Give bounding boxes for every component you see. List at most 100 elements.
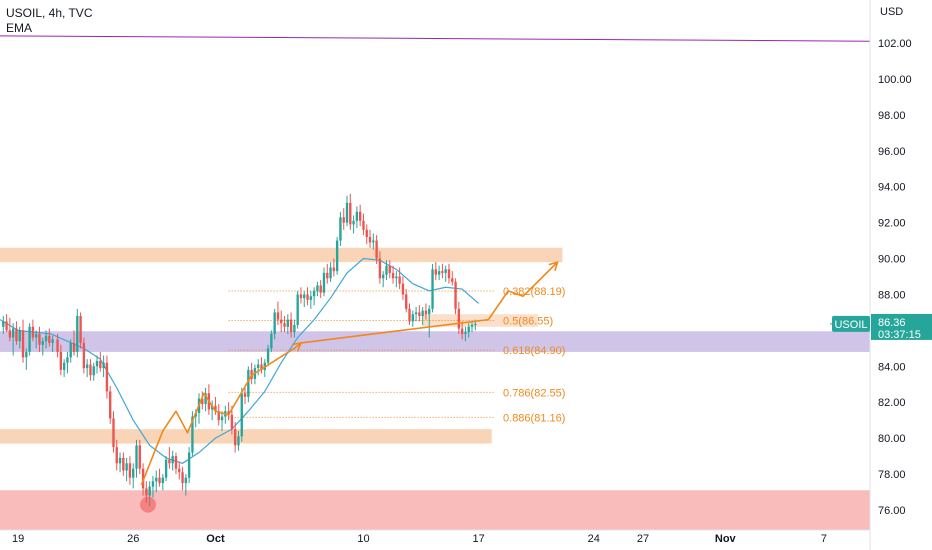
candle-body [385, 265, 388, 275]
candle [220, 411, 224, 431]
candle [174, 452, 178, 475]
candle [382, 271, 385, 288]
candle-body [280, 319, 283, 324]
candle-body [8, 330, 12, 338]
candle-body [437, 271, 441, 275]
candle-body [48, 335, 51, 343]
candle [345, 195, 349, 227]
candle-body [187, 452, 191, 478]
candle [289, 312, 293, 338]
candle [405, 289, 408, 313]
resistance-zone [0, 247, 563, 263]
candle [34, 330, 38, 349]
candle [293, 319, 296, 338]
candle-body [2, 321, 5, 327]
ema-line [0, 257, 479, 464]
candle-body [115, 447, 118, 464]
candle-body [79, 316, 82, 343]
price-tag [871, 313, 932, 340]
candle-body [51, 339, 54, 343]
candle [355, 206, 359, 229]
candle [358, 204, 362, 227]
candle-body [329, 267, 332, 279]
candle-body [128, 463, 132, 478]
candle-body [332, 267, 336, 272]
candle [303, 290, 306, 308]
candle [151, 475, 155, 498]
candle [418, 305, 421, 322]
candle-body [214, 405, 217, 412]
candle-body [441, 271, 444, 273]
candle [115, 439, 118, 471]
candle-body [431, 269, 434, 309]
candle [184, 474, 188, 496]
candle [72, 330, 76, 356]
candle [276, 301, 280, 325]
x-tick-label: Oct [206, 533, 225, 545]
candle [329, 262, 332, 282]
candle [76, 308, 79, 358]
trend-line [0, 35, 871, 42]
candle [447, 263, 451, 284]
y-tick-label: 96.00 [878, 146, 906, 158]
candle [299, 287, 303, 304]
candle-body [474, 323, 477, 325]
candle-body [112, 418, 115, 448]
x-tick-label: 7 [821, 533, 827, 545]
candle [296, 290, 299, 329]
candle-body [326, 272, 329, 279]
candle [171, 450, 174, 471]
y-tick-label: 78.00 [878, 469, 906, 481]
candle-body [59, 351, 63, 370]
candle-body [454, 281, 457, 309]
candle-body [34, 333, 38, 338]
candle [51, 335, 54, 352]
candle-body [349, 202, 352, 225]
candle-body [31, 326, 35, 338]
candle-body [266, 348, 270, 363]
candle [362, 213, 365, 236]
candle-body [388, 265, 391, 273]
candle [428, 305, 431, 338]
candle-body [270, 333, 273, 349]
candle-body [122, 457, 125, 471]
candle [280, 310, 283, 333]
candle [464, 326, 467, 342]
candle-body [184, 477, 188, 484]
candle-body [464, 332, 467, 334]
candle [2, 316, 5, 334]
candle [260, 357, 263, 374]
candle [122, 452, 125, 476]
candle [349, 193, 352, 230]
x-tick-label: 19 [12, 533, 24, 545]
x-tick-label: 27 [637, 533, 649, 545]
candle [460, 321, 464, 340]
candle-body [316, 285, 319, 291]
candle-body [335, 240, 339, 272]
candle [187, 447, 191, 484]
candle-body [56, 339, 59, 352]
candle-body [296, 294, 299, 325]
candle [89, 359, 92, 381]
candle-body [352, 220, 355, 225]
projection-path [140, 261, 559, 486]
candle-body [66, 357, 69, 363]
candle [85, 359, 89, 378]
projection-arrow-head-final [548, 260, 559, 271]
candle [240, 387, 243, 442]
candle-body [164, 459, 168, 478]
fib-label-0.5: 0.5(86.55) [503, 316, 553, 328]
candle [99, 351, 102, 372]
candle-body [247, 369, 250, 397]
candle [306, 287, 309, 306]
candle [395, 271, 398, 288]
candle [44, 330, 48, 349]
candle-body [428, 308, 431, 315]
candle [322, 267, 326, 297]
candle-body [418, 312, 421, 317]
y-tick-label: 88.00 [878, 289, 906, 301]
candle [38, 326, 41, 352]
candle [332, 258, 336, 277]
candle [421, 307, 424, 325]
